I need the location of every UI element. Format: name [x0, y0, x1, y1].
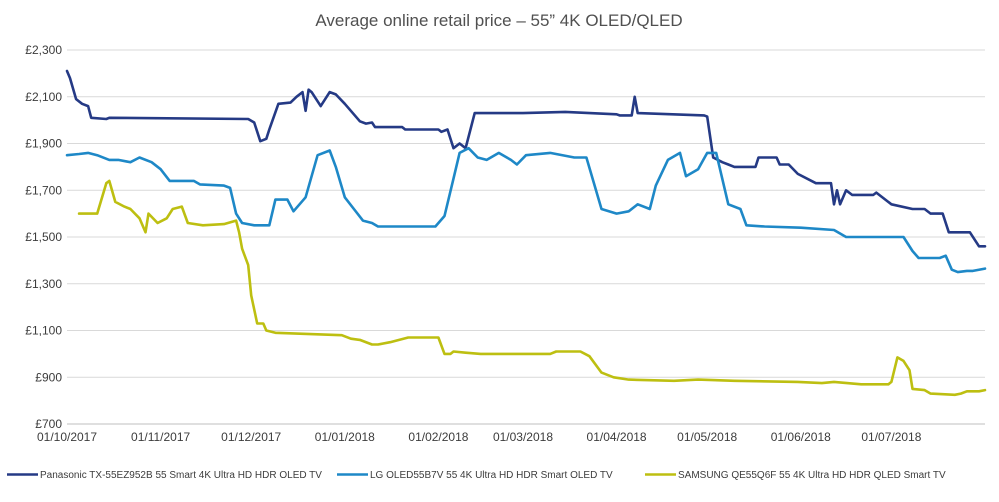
x-tick-label: 01/01/2018: [315, 430, 375, 444]
chart-title: Average online retail price – 55” 4K OLE…: [315, 11, 682, 30]
y-tick-label: £900: [35, 370, 62, 384]
x-tick-label: 01/05/2018: [677, 430, 737, 444]
y-tick-label: £2,300: [25, 43, 62, 57]
series-line-2: [65, 146, 987, 274]
x-tick-label: 01/12/2017: [221, 430, 281, 444]
series-lines: [65, 69, 987, 397]
x-tick-label: 01/07/2018: [861, 430, 921, 444]
series-line-3: [77, 179, 987, 397]
axes: £700 £900 £1,100 £1,300 £1,500 £1,700 £1,900 £2…: [25, 43, 985, 444]
y-tick-label: £1,500: [25, 230, 62, 244]
x-tick-label: 01/10/2017: [37, 430, 97, 444]
x-tick-label: 01/06/2018: [771, 430, 831, 444]
series-line-1: [65, 69, 987, 248]
legend-label-3: SAMSUNG QE55Q6F 55 4K Ultra HD HDR QLED …: [678, 470, 946, 481]
legend: Panasonic TX-55EZ952B 55 Smart 4K Ultra …: [7, 470, 946, 481]
gridlines: [67, 49, 985, 378]
y-tick-label: £1,300: [25, 277, 62, 291]
y-tick-label: £700: [35, 417, 62, 431]
x-tick-label: 01/03/2018: [493, 430, 553, 444]
y-tick-label: £1,700: [25, 183, 62, 197]
legend-label-2: LG OLED55B7V 55 4K Ultra HD HDR Smart OL…: [370, 470, 613, 481]
y-tick-label: £1,900: [25, 137, 62, 151]
y-tick-label: £1,100: [25, 324, 62, 338]
x-tick-label: 01/04/2018: [587, 430, 647, 444]
y-tick-label: £2,100: [25, 90, 62, 104]
legend-label-1: Panasonic TX-55EZ952B 55 Smart 4K Ultra …: [40, 470, 322, 481]
x-tick-label: 01/11/2017: [131, 430, 190, 444]
x-tick-label: 01/02/2018: [408, 430, 468, 444]
